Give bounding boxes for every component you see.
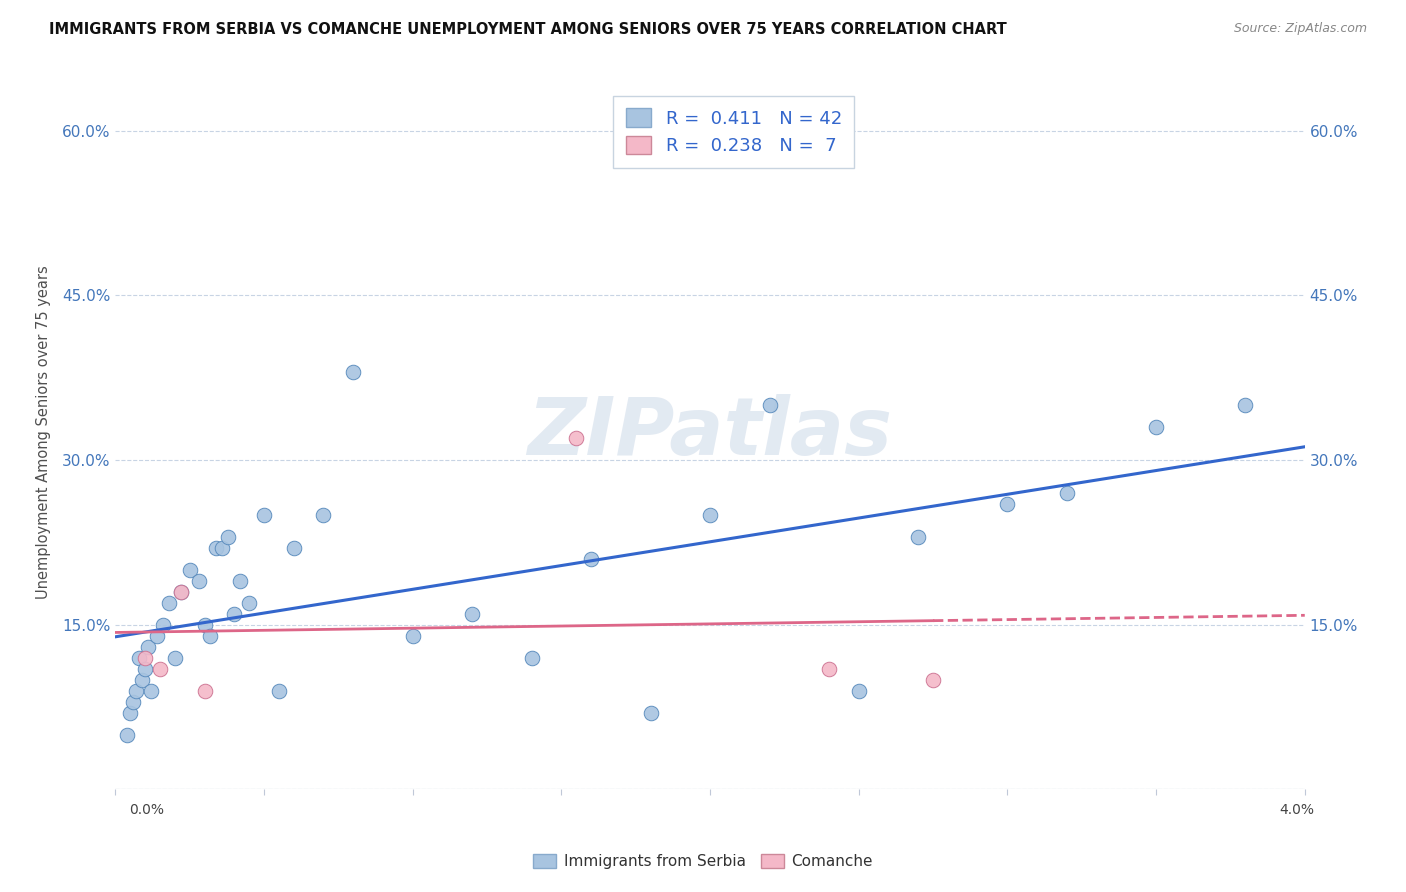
Point [115,727,138,741]
Point [699,508,721,522]
Point [253,508,276,522]
Point [131,673,153,687]
Point [997,497,1019,511]
Point [1056,486,1078,500]
Point [122,695,145,709]
Y-axis label: Unemployment Among Seniors over 75 years: Unemployment Among Seniors over 75 years [35,266,51,599]
Point [402,629,425,643]
Point [125,683,148,698]
Text: ZIPatlas: ZIPatlas [527,393,893,472]
Point [136,640,159,654]
Point [179,563,201,577]
Point [152,617,174,632]
Point [193,683,215,698]
Point [229,574,252,588]
Point [640,706,662,720]
Point [312,508,335,522]
Point [205,541,228,555]
Point [163,650,186,665]
Point [146,629,169,643]
Point [149,662,172,676]
Point [170,584,193,599]
Point [120,706,142,720]
Point [579,552,602,566]
Point [848,683,870,698]
Point [128,650,150,665]
Point [217,530,239,544]
Point [157,596,180,610]
Text: 4.0%: 4.0% [1279,803,1315,817]
Legend: R =  0.411   N = 42, R =  0.238   N =  7: R = 0.411 N = 42, R = 0.238 N = 7 [613,95,855,168]
Point [238,596,260,610]
Point [170,584,193,599]
Point [224,607,246,621]
Point [520,650,543,665]
Point [193,617,215,632]
Text: IMMIGRANTS FROM SERBIA VS COMANCHE UNEMPLOYMENT AMONG SENIORS OVER 75 YEARS CORR: IMMIGRANTS FROM SERBIA VS COMANCHE UNEMP… [49,22,1007,37]
Legend: Immigrants from Serbia, Comanche: Immigrants from Serbia, Comanche [527,848,879,875]
Point [139,683,162,698]
Point [907,530,929,544]
Point [187,574,209,588]
Point [818,662,841,676]
Point [565,431,588,445]
Point [267,683,290,698]
Point [1144,420,1167,434]
Point [211,541,233,555]
Point [1234,398,1257,412]
Point [283,541,305,555]
Point [758,398,780,412]
Point [342,365,364,379]
Text: Source: ZipAtlas.com: Source: ZipAtlas.com [1233,22,1367,36]
Point [461,607,484,621]
Point [134,662,156,676]
Point [200,629,222,643]
Point [134,650,156,665]
Text: 0.0%: 0.0% [129,803,165,817]
Point [922,673,945,687]
